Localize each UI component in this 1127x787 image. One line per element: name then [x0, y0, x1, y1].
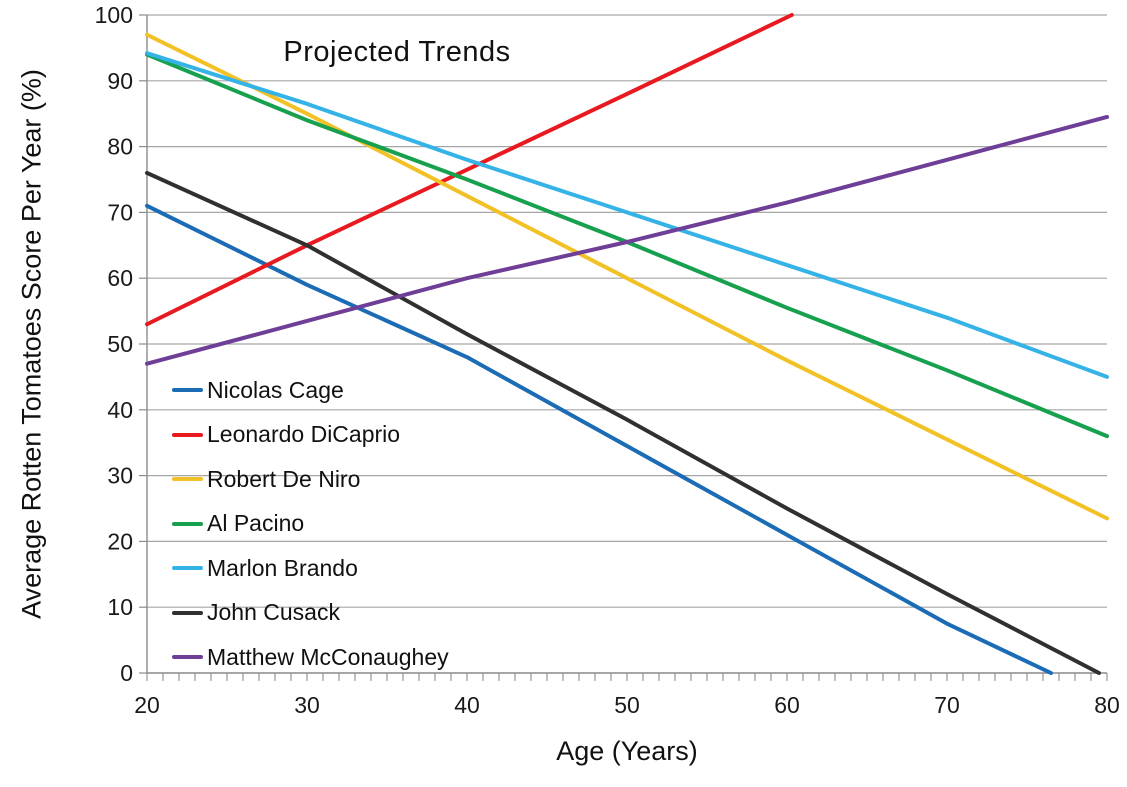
y-tick-label: 20	[107, 528, 133, 554]
legend-label: Al Pacino	[207, 510, 305, 536]
chart-title: Projected Trends	[283, 36, 511, 68]
legend-swatch-icon	[172, 521, 203, 526]
y-tick-label: 50	[107, 331, 133, 357]
y-axis-label: Average Rotten Tomatoes Score Per Year (…	[16, 69, 47, 619]
legend-label: Matthew McConaughey	[207, 643, 449, 670]
legend-item: Leonardo DiCaprio	[172, 421, 449, 449]
x-tick-label: 70	[934, 692, 960, 718]
legend-label: Marlon Brando	[207, 554, 358, 581]
legend-item: Matthew McConaughey	[172, 643, 449, 671]
y-tick-label: 0	[120, 660, 133, 686]
series-line-nicolas-cage	[145, 203, 1053, 675]
legend-swatch-icon	[172, 388, 203, 392]
y-tick-label: 10	[107, 594, 133, 620]
series-line-marlon-brando	[145, 51, 1109, 379]
legend-swatch-icon	[172, 610, 203, 615]
y-tick-label: 30	[107, 463, 133, 489]
y-tick-label: 40	[107, 397, 133, 423]
series-line-leonardo-dicaprio	[145, 13, 794, 327]
legend-swatch-icon	[172, 477, 203, 481]
y-tick-label: 100	[95, 2, 133, 28]
legend-label: Nicolas Cage	[207, 376, 344, 403]
x-axis-label: Age (Years)	[556, 736, 698, 766]
legend-swatch-icon	[172, 655, 203, 659]
series-line-matthew-mcconaughey	[145, 114, 1109, 366]
y-tick-label: 90	[107, 68, 133, 94]
x-tick-label: 50	[614, 692, 640, 718]
legend-swatch-icon	[172, 566, 203, 570]
legend-item: John Cusack	[172, 599, 449, 627]
x-tick-label: 80	[1094, 692, 1120, 718]
legend-label: Leonardo DiCaprio	[207, 421, 401, 447]
legend: Nicolas Cage Leonardo DiCaprio Robert De N…	[172, 376, 449, 671]
series-line-robert-de-niro	[145, 32, 1109, 521]
y-tick-label: 80	[107, 134, 133, 160]
legend-item: Marlon Brando	[172, 554, 449, 582]
legend-swatch-icon	[172, 432, 203, 437]
legend-label: John Cusack	[207, 599, 340, 625]
y-tick-label: 70	[107, 199, 133, 225]
legend-item: Al Pacino	[172, 510, 449, 538]
x-tick-label: 60	[774, 692, 800, 718]
legend-item: Nicolas Cage	[172, 376, 449, 404]
series-line-john-cusack	[145, 170, 1101, 675]
x-tick-label: 40	[454, 692, 480, 718]
x-tick-label: 20	[134, 692, 160, 718]
x-tick-label: 30	[294, 692, 320, 718]
legend-item: Robert De Niro	[172, 465, 449, 493]
legend-label: Robert De Niro	[207, 465, 361, 492]
y-tick-label: 60	[107, 265, 133, 291]
